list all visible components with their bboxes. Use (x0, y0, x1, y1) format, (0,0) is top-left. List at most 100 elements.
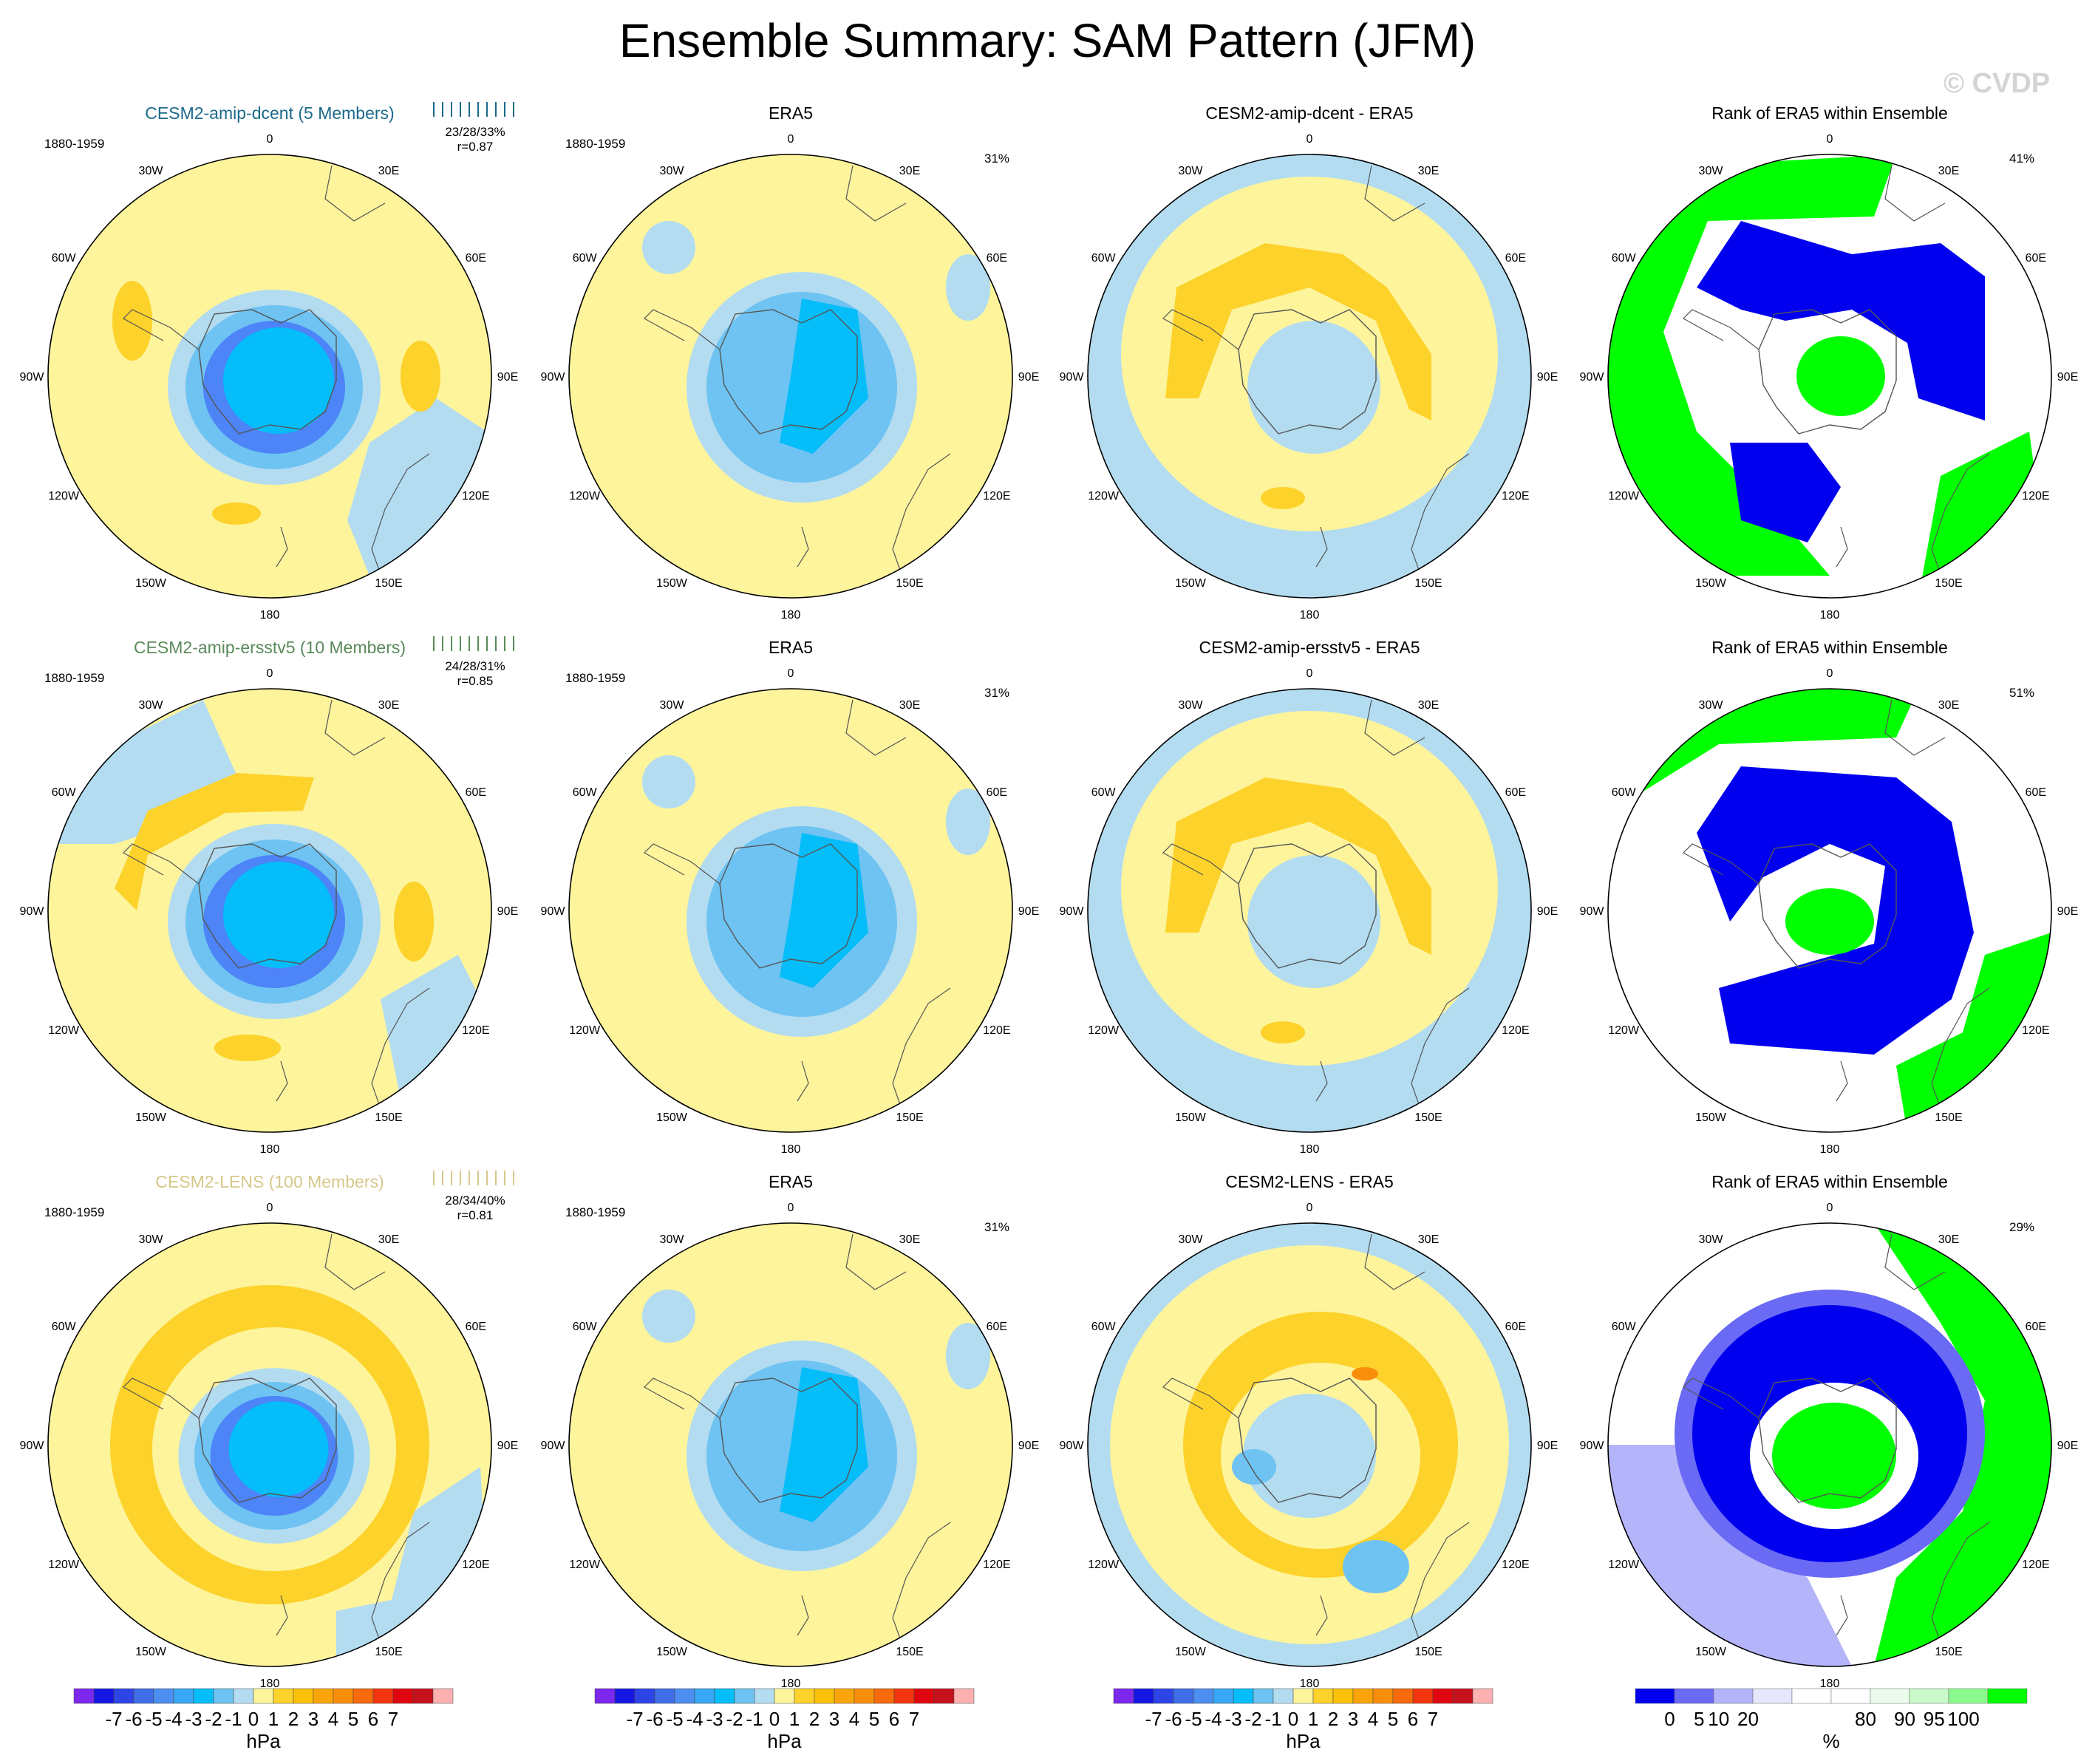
africa-coast (324, 699, 386, 756)
colorbar-tick: 80 (1855, 1708, 1876, 1730)
map-border (1607, 154, 2052, 599)
south-america-coast (1683, 309, 1760, 350)
map-rank-3: 0 30E 60E 90E 120E 150E 180 150W 120W 90W 60W 30W (1580, 1202, 2079, 1690)
lon-label: 0 (788, 667, 794, 680)
antarctica-coast (198, 843, 337, 969)
colorbar-unit: hPa (767, 1730, 802, 1752)
colorbar-swatch (754, 1688, 775, 1704)
map-fields (1608, 154, 2051, 598)
lon-label: 30E (1418, 699, 1439, 712)
lon-label: 30E (899, 699, 920, 712)
era-title: ERA5 (769, 638, 813, 657)
colorbar-swatch (1870, 1688, 1910, 1704)
lon-label: 150W (1175, 577, 1207, 590)
colorbar-swatch (1432, 1688, 1454, 1704)
positive-region (212, 503, 261, 525)
colorbar-swatch (133, 1688, 154, 1704)
watermark: © CVDP (1944, 68, 2051, 99)
colorbar-swatch (1133, 1688, 1154, 1704)
era-title: ERA5 (769, 103, 813, 123)
colorbar-swatch (193, 1688, 214, 1704)
colorbar-swatch (794, 1688, 815, 1704)
colorbar-swatch (1830, 1688, 1871, 1704)
map-fields (569, 689, 1012, 1132)
lon-label: 120W (1608, 1024, 1640, 1037)
australia-coast (371, 987, 430, 1122)
lon-label: 90E (1018, 371, 1039, 384)
lon-label: 30W (1179, 1233, 1204, 1246)
negative-core (223, 327, 334, 434)
australia-coast (1931, 1522, 1990, 1656)
lon-label: 150E (1935, 1111, 1962, 1124)
lon-label: 150E (1414, 577, 1442, 590)
south-america-coast (1683, 1378, 1760, 1419)
pct-stats: 28/34/40% (445, 1193, 505, 1208)
colorbar-tick: -7 (105, 1708, 122, 1730)
colorbar-swatch (953, 1688, 975, 1704)
lon-label: 90W (1060, 1440, 1085, 1452)
map-model-2: 0 30E 60E 90E 120E 150E 180 150W 120W 90W 60W 30W (20, 667, 519, 1156)
lon-label: 90E (1537, 371, 1558, 384)
positive-region (1261, 1021, 1305, 1043)
colorbar-tick: 4 (1368, 1708, 1378, 1730)
new-zealand-coast (1315, 1060, 1328, 1102)
colorbar-swatch (253, 1688, 274, 1704)
colorbar-swatch (734, 1688, 755, 1704)
rank-title: Rank of ERA5 within Ensemble (1711, 1172, 1948, 1191)
lon-label: 180 (1300, 1678, 1320, 1690)
colorbar-tick: 1 (268, 1708, 279, 1730)
lon-label: 90W (1580, 371, 1605, 384)
lon-label: 60W (573, 252, 598, 265)
lon-label: 60W (573, 1321, 598, 1333)
lon-label: 120E (2022, 1024, 2049, 1037)
colorbar-tick: 4 (849, 1708, 859, 1730)
era-pct: 31% (984, 1220, 1009, 1234)
new-zealand-coast (797, 1060, 809, 1102)
lon-label: 90E (497, 371, 518, 384)
rank-title: Rank of ERA5 within Ensemble (1711, 638, 1948, 657)
lon-label: 90E (2057, 371, 2078, 384)
rank-pct: 41% (2009, 151, 2034, 166)
colorbar-swatch (654, 1688, 675, 1704)
australia-coast (892, 453, 951, 588)
new-zealand-coast (797, 1595, 809, 1636)
map-model-1: 0 30E 60E 90E 120E 150E 180 150W 120W 90W 60W 30W (20, 133, 519, 622)
page-title: Ensemble Summary: SAM Pattern (JFM) (619, 14, 1476, 67)
new-zealand-coast (1836, 526, 1848, 568)
australia-coast (892, 1522, 951, 1656)
lon-label: 150E (896, 577, 923, 590)
antarctica-coast (1238, 843, 1377, 969)
colorbar-tick: 0 (769, 1708, 780, 1730)
member-ticks (433, 102, 514, 117)
lon-label: 120W (569, 1559, 601, 1571)
colorbar-tick: 90 (1894, 1708, 1915, 1730)
antarctica-coast (1758, 309, 1897, 435)
colorbar-swatch (893, 1688, 915, 1704)
negative-core (223, 862, 334, 968)
rank-high (1796, 336, 1885, 416)
colorbar-tick: -2 (726, 1708, 743, 1730)
pattern-correlation: r=0.87 (457, 140, 494, 154)
lon-label: 120E (983, 1024, 1010, 1037)
lon-label: 30E (899, 165, 920, 177)
colorbar-swatch (1332, 1688, 1354, 1704)
colorbar-tick: 20 (1737, 1708, 1759, 1730)
lon-label: 180 (260, 1143, 280, 1156)
lon-label: 180 (781, 609, 801, 622)
colorbar-tick: 7 (388, 1708, 398, 1730)
colorbar-tick: -5 (145, 1708, 162, 1730)
lon-label: 0 (267, 133, 273, 146)
map-border (568, 688, 1013, 1133)
lon-label: 150E (896, 1646, 923, 1658)
map-era5-3: 0 30E 60E 90E 120E 150E 180 150W 120W 90W 60W 30W (541, 1202, 1040, 1690)
colorbar-tick: -4 (686, 1708, 703, 1730)
colorbar-tick: 3 (308, 1708, 318, 1730)
map-border (568, 154, 1013, 599)
colorbar-swatch (372, 1688, 394, 1704)
lon-label: 90W (541, 905, 566, 918)
colorbar-swatch (1752, 1688, 1793, 1704)
lon-label: 0 (788, 1202, 794, 1214)
colorbar-swatch (1312, 1688, 1334, 1704)
colorbar-swatch (293, 1688, 314, 1704)
lon-label: 60E (2026, 1321, 2046, 1333)
